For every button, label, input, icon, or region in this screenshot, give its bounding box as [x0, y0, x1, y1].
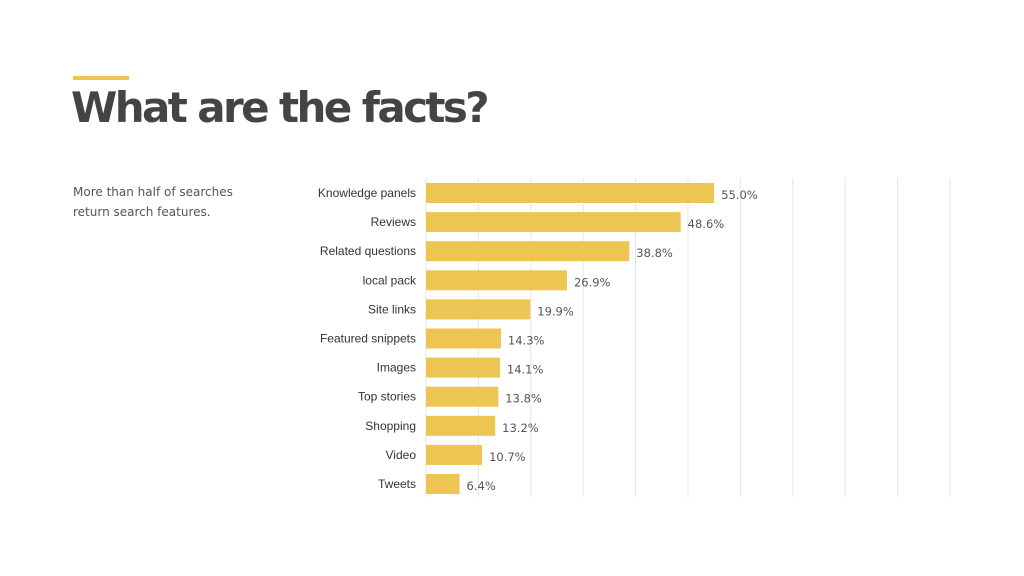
- data-label: 13.2%: [502, 421, 539, 435]
- bar: [426, 212, 681, 233]
- title-accent-line: [73, 76, 129, 80]
- category-label: Reviews: [371, 215, 416, 229]
- category-label: Featured snippets: [320, 332, 416, 346]
- category-label: Top stories: [358, 390, 416, 404]
- category-label: Related questions: [320, 244, 416, 258]
- bar: [426, 241, 630, 262]
- bar: [426, 415, 496, 436]
- bar: [426, 444, 483, 465]
- bar: [426, 474, 460, 494]
- data-label: 13.8%: [505, 392, 542, 406]
- data-label: 38.8%: [636, 246, 673, 260]
- data-label: 10.7%: [489, 450, 526, 464]
- category-label: Knowledge panels: [318, 186, 416, 200]
- bar: [426, 270, 567, 291]
- data-label: 55.0%: [721, 188, 758, 202]
- category-label: local pack: [363, 273, 417, 287]
- data-label: 48.6%: [688, 217, 725, 231]
- data-label: 14.3%: [508, 334, 545, 348]
- bar: [426, 357, 500, 378]
- bar: [426, 299, 531, 320]
- bar: [426, 183, 715, 203]
- category-label: Tweets: [378, 477, 416, 491]
- category-label: Site links: [368, 302, 416, 316]
- page-title: What are the facts?: [71, 83, 490, 132]
- page-subtitle: More than half of searches return search…: [73, 185, 233, 219]
- bar: [426, 386, 499, 407]
- data-label: 26.9%: [574, 275, 611, 289]
- category-label: Images: [377, 361, 416, 375]
- category-label: Video: [386, 448, 417, 462]
- data-label: 14.1%: [507, 363, 544, 377]
- bar: [426, 328, 501, 349]
- category-label: Shopping: [365, 419, 416, 433]
- data-label: 6.4%: [467, 479, 496, 493]
- data-label: 19.9%: [537, 304, 574, 318]
